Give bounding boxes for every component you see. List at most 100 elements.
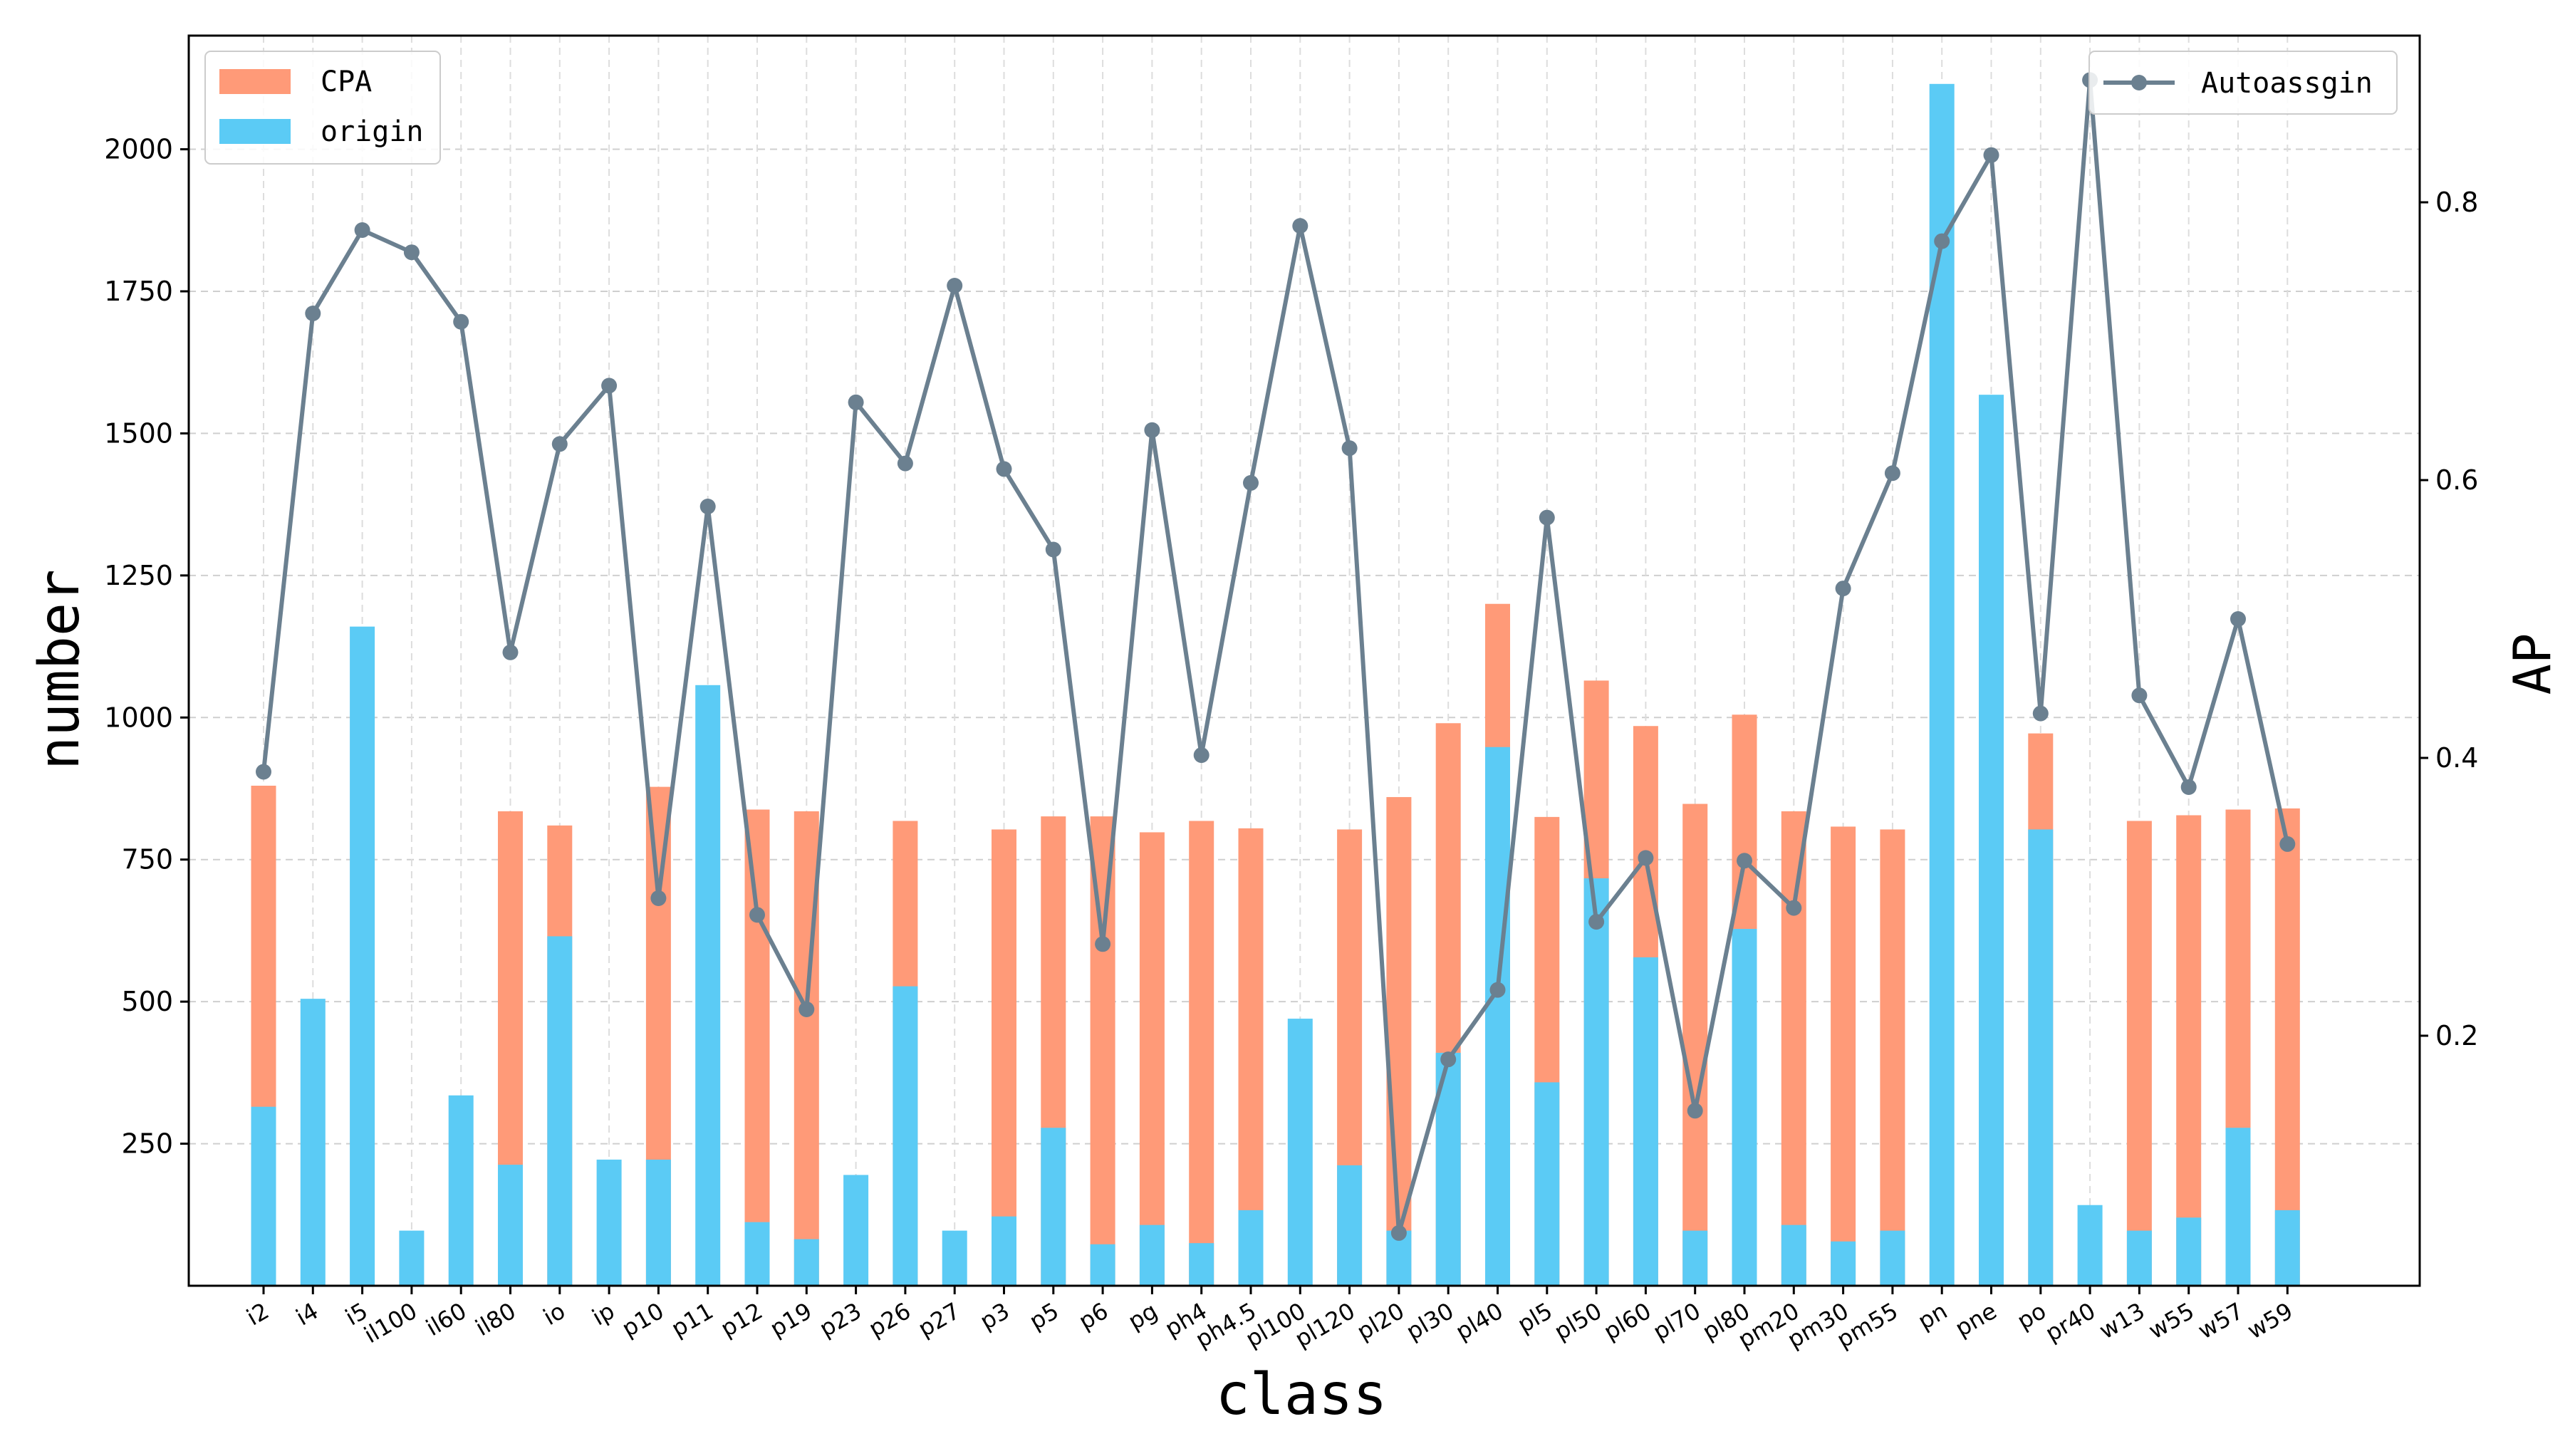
ap-point — [1390, 1224, 1407, 1241]
ap-point — [1835, 581, 1851, 597]
bar-cpa — [992, 829, 1016, 1286]
bar-origin — [2274, 1210, 2300, 1286]
ap-point — [1045, 541, 1061, 558]
ap-point — [551, 436, 568, 452]
bar-cpa — [1189, 821, 1214, 1286]
bar-origin — [695, 685, 721, 1286]
bar-origin — [1041, 1128, 1066, 1286]
bar-origin — [992, 1216, 1016, 1286]
x-tick-label: ip — [588, 1297, 619, 1331]
ap-point — [1193, 747, 1209, 764]
legend-label-origin: origin — [321, 115, 424, 148]
ap-point — [1243, 474, 1259, 491]
bar-origin — [1979, 395, 2004, 1286]
y2-axis-ticks: 0.2 0.4 0.6 0.8 — [2420, 187, 2478, 1051]
ap-point — [1095, 936, 1111, 952]
legend-label-cpa: CPA — [321, 66, 372, 98]
bar-origin — [1831, 1241, 1856, 1286]
x-tick-label: w57 — [2193, 1297, 2248, 1344]
bar-cpa — [1139, 832, 1165, 1286]
bar-cpa — [1781, 811, 1806, 1286]
y-axis-title: number — [28, 569, 92, 770]
bar-origin — [1929, 83, 1955, 1286]
x-tick-label: pg — [1123, 1297, 1162, 1335]
bar-origin — [1090, 1244, 1115, 1286]
bar-origin — [2028, 829, 2054, 1286]
bar-origin — [1337, 1165, 1363, 1286]
ap-point — [1489, 982, 1506, 998]
bar-origin — [1287, 1019, 1313, 1286]
ap-point — [2180, 779, 2197, 795]
y-tick-label: 1500 — [104, 417, 173, 449]
ap-point — [256, 764, 271, 780]
x-tick-label: pne — [1950, 1297, 2001, 1342]
legend-swatch-cpa — [219, 69, 291, 94]
bar-origin — [744, 1222, 770, 1286]
ap-point — [2131, 687, 2148, 704]
ap-point — [1341, 440, 1358, 457]
bar-cpa — [744, 809, 770, 1286]
x-tick-label: il80 — [471, 1297, 521, 1341]
x-tick-label: p23 — [815, 1297, 866, 1342]
ap-point — [1144, 422, 1160, 438]
ap-point — [1737, 853, 1752, 869]
x-tick-label: w13 — [2094, 1297, 2149, 1344]
x-tick-label: w59 — [2242, 1297, 2297, 1344]
x-tick-label: p26 — [864, 1297, 915, 1342]
ap-point — [1588, 914, 1605, 930]
ap-point — [1638, 850, 1654, 866]
bar-origin — [498, 1165, 523, 1286]
bar-origin — [1238, 1210, 1264, 1286]
bar-origin — [300, 999, 326, 1286]
ap-point — [1884, 465, 1900, 482]
bar-origin — [399, 1230, 425, 1286]
ap-point — [2032, 705, 2049, 722]
ap-line-layer — [256, 72, 2296, 1241]
y2-tick-label: 0.2 — [2435, 1020, 2478, 1051]
bar-cpa — [1238, 828, 1264, 1286]
x-tick-label: il100 — [360, 1297, 422, 1348]
bar-origin — [2126, 1230, 2152, 1286]
bar-origin — [2225, 1128, 2251, 1286]
bar-origin — [547, 936, 573, 1286]
legend-line: Autoassgin — [2088, 51, 2398, 115]
x-tick-label: pn — [1913, 1297, 1952, 1335]
bar-origin — [251, 1106, 276, 1286]
bar-origin — [843, 1175, 869, 1286]
x-tick-label: pl40 — [1451, 1297, 1508, 1346]
bar-origin — [596, 1159, 622, 1286]
bar-origin — [1732, 929, 1757, 1286]
ap-point — [1292, 218, 1309, 234]
bar-origin — [448, 1095, 474, 1286]
ap-point — [403, 244, 420, 261]
ap-point — [699, 499, 716, 515]
ap-point — [848, 394, 864, 410]
x-tick-label: p3 — [975, 1297, 1014, 1335]
ap-point — [798, 1001, 815, 1017]
x-tick-label: pl20 — [1352, 1297, 1409, 1346]
bar-origin — [2176, 1217, 2202, 1286]
x-tick-label: p27 — [913, 1297, 964, 1342]
y-tick-label: 1000 — [104, 702, 173, 733]
x-tick-label: p6 — [1074, 1297, 1113, 1335]
legend-marker-autoassgin — [2131, 75, 2147, 90]
x-tick-label: p12 — [716, 1297, 767, 1342]
x-tick-label: pl70 — [1648, 1297, 1705, 1346]
ap-point — [1983, 147, 1999, 163]
bar-cpa — [2176, 815, 2202, 1286]
ap-point — [305, 306, 321, 321]
x-tick-label: p5 — [1025, 1297, 1063, 1335]
bar-cpa — [1831, 826, 1856, 1286]
bar-cpa — [1682, 804, 1708, 1286]
bar-origin — [1633, 957, 1658, 1286]
ap-point — [897, 455, 913, 472]
y-tick-label: 1250 — [104, 560, 173, 591]
bar-origin — [2077, 1205, 2103, 1286]
bar-origin — [1534, 1082, 1560, 1286]
ap-point — [601, 378, 618, 394]
x-tick-label: pl50 — [1550, 1297, 1607, 1346]
y-tick-label: 2000 — [104, 134, 173, 165]
ap-point — [1687, 1103, 1703, 1119]
bar-origin — [1880, 1230, 1905, 1286]
